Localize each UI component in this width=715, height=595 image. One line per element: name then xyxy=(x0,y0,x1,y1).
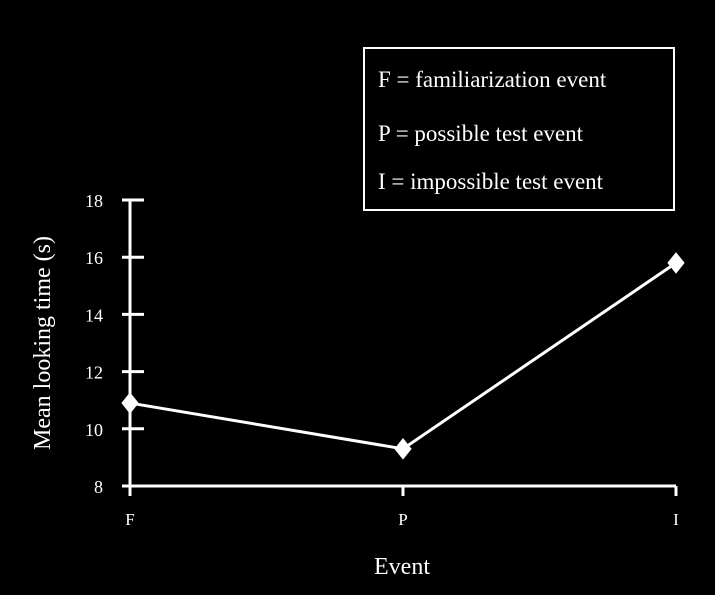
series-line xyxy=(121,252,685,460)
data-point-F xyxy=(121,392,139,414)
y-tick-label: 12 xyxy=(85,363,103,383)
series-line-path xyxy=(129,261,677,451)
legend: F = familiarization event P = possible t… xyxy=(363,47,675,211)
y-tick-label: 14 xyxy=(85,305,103,325)
data-point-I xyxy=(667,252,685,274)
data-point-P xyxy=(394,438,412,460)
y-tick-label: 8 xyxy=(94,477,103,497)
legend-entry: I = impossible test event xyxy=(378,169,604,194)
y-axis-label: Mean looking time (s) xyxy=(30,236,56,450)
y-tick-label: 10 xyxy=(85,420,103,440)
x-tick-label: I xyxy=(673,510,679,529)
x-tick-label: P xyxy=(398,510,407,529)
y-tick-label: 16 xyxy=(85,248,103,268)
y-tick-label: 18 xyxy=(85,191,103,211)
legend-box xyxy=(363,47,675,211)
legend-entry: P = possible test event xyxy=(378,121,584,146)
x-axis-label: Event xyxy=(374,554,430,580)
x-tick-label: F xyxy=(125,510,134,529)
legend-entry: F = familiarization event xyxy=(378,67,607,92)
axes: 8 10 12 14 16 18 F P I xyxy=(85,191,679,529)
